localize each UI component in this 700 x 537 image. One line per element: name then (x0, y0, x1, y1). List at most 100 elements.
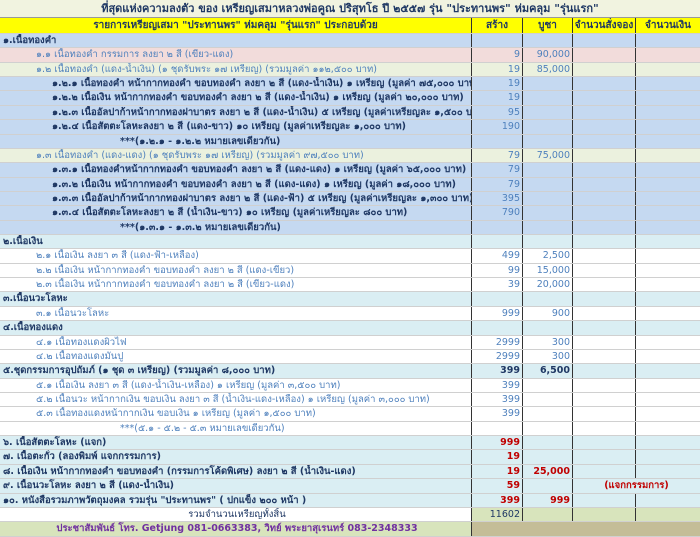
order-qty-cell[interactable] (573, 206, 636, 220)
order-qty-cell[interactable] (573, 436, 636, 450)
create-count: 79 (472, 177, 523, 191)
amount-cell[interactable] (636, 450, 700, 463)
order-qty-cell[interactable] (573, 120, 636, 134)
amount-cell[interactable] (636, 221, 700, 234)
amount-cell[interactable] (636, 235, 700, 248)
total-amount-cell[interactable] (636, 507, 700, 522)
order-qty-cell[interactable] (573, 450, 636, 464)
amount-cell[interactable] (636, 436, 700, 449)
amount-cell[interactable] (636, 178, 700, 191)
order-qty-cell[interactable] (573, 493, 636, 507)
order-qty-cell[interactable] (573, 278, 636, 292)
amount-cell[interactable] (636, 407, 700, 420)
price (523, 105, 573, 120)
table-row: ๑.๒.๔ เนื้อสัตตะโลหะลงยา ๒ สี (แดง-ขาว) … (0, 120, 700, 135)
order-qty-cell[interactable] (573, 191, 636, 206)
order-qty-cell[interactable] (573, 392, 636, 407)
price: 20,000 (523, 278, 573, 292)
item-label: ๒.๑ เนื้อเงิน ลงยา ๓ สี (แดง-ฟ้า-เหลือง) (0, 249, 472, 263)
amount-cell[interactable] (636, 149, 700, 162)
order-qty-cell[interactable] (573, 306, 636, 321)
order-qty-cell[interactable] (573, 34, 636, 48)
amount-cell[interactable] (636, 350, 700, 363)
create-count: 399 (472, 392, 523, 407)
order-qty-cell[interactable] (573, 48, 636, 62)
order-qty-cell[interactable] (573, 91, 636, 105)
total-value: 11602 (472, 507, 523, 522)
amount-cell[interactable] (636, 91, 700, 104)
order-qty-cell[interactable] (573, 464, 636, 479)
note: (แจกกรรมการ) (604, 480, 669, 492)
create-count (472, 421, 523, 436)
table-row: ๔.๑ เนื้อทองแดงผิวไฟ 2999 300 (0, 335, 700, 350)
order-qty-cell[interactable] (573, 364, 636, 378)
amount-cell[interactable] (636, 264, 700, 277)
order-qty-cell[interactable] (573, 62, 636, 77)
amount-cell[interactable] (636, 192, 700, 205)
order-qty-cell[interactable] (573, 148, 636, 163)
order-qty-cell[interactable] (573, 263, 636, 278)
create-count (472, 321, 523, 335)
table-row: ๓.เนื้อนวะโลหะ (0, 292, 700, 307)
table-row: ๑.๒ เนื้อทองคำ (แดง-น้ำเงิน) (๑ ชุดรับพร… (0, 62, 700, 78)
amount-cell[interactable] (636, 321, 700, 334)
amount-cell[interactable] (636, 292, 700, 305)
price: 900 (523, 306, 573, 321)
amount-cell[interactable] (636, 278, 700, 291)
order-qty-cell[interactable] (573, 220, 636, 235)
table-row: ***(๕.๑ - ๕.๒ - ๕.๓ หมายเลขเดียวกัน) (0, 421, 700, 437)
order-qty-cell[interactable] (573, 177, 636, 191)
table-row: ***(๑.๓.๑ - ๑.๓.๒ หมายเลขเดียวกัน) (0, 220, 700, 236)
amount-cell[interactable] (636, 163, 700, 176)
item-label: ๑.๒.๔ เนื้อสัตตะโลหะลงยา ๒ สี (แดง-ขาว) … (0, 120, 472, 134)
order-qty-cell[interactable] (573, 335, 636, 349)
order-qty-cell[interactable] (573, 349, 636, 364)
price (523, 321, 573, 335)
order-qty-cell[interactable] (573, 378, 636, 392)
price (523, 450, 573, 464)
order-qty-cell[interactable] (573, 292, 636, 306)
amount-cell[interactable] (636, 465, 700, 478)
amount-cell[interactable] (636, 34, 700, 47)
amount-cell[interactable] (636, 48, 700, 61)
amount-cell[interactable] (636, 364, 700, 377)
price (523, 206, 573, 220)
price (523, 392, 573, 407)
order-qty-cell[interactable] (573, 235, 636, 249)
item-label: ๔.เนื้อทองแดง (0, 321, 472, 335)
table-row: ๑.๒.๒ เนื้อเงิน หน้ากากทองคำ ขอบทองคำ ลง… (0, 91, 700, 106)
price (523, 436, 573, 450)
order-qty-cell[interactable] (573, 249, 636, 263)
price: 90,000 (523, 48, 573, 62)
amount-cell[interactable] (636, 77, 700, 90)
total-order-cell[interactable] (573, 507, 636, 522)
amount-cell[interactable] (636, 379, 700, 392)
price (523, 120, 573, 134)
order-qty-cell[interactable] (573, 105, 636, 120)
order-qty-cell[interactable] (573, 321, 636, 335)
amount-cell[interactable] (636, 135, 700, 148)
create-count: 399 (472, 407, 523, 421)
amount-cell[interactable] (636, 106, 700, 119)
price: 300 (523, 349, 573, 364)
order-qty-cell[interactable] (573, 421, 636, 436)
amount-cell[interactable] (636, 393, 700, 406)
order-qty-cell[interactable] (573, 407, 636, 421)
amount-cell[interactable] (636, 249, 700, 262)
order-qty-cell[interactable] (573, 134, 636, 148)
order-qty-cell[interactable] (573, 77, 636, 91)
item-label: ๙. เนื้อนวะโลหะ ลงยา ๒ สี (แดง-น้ำเงิน) (0, 479, 472, 493)
item-label: ๕.๑ เนื้อเงิน ลงยา ๓ สี (แดง-น้ำเงิน-เหล… (0, 378, 472, 392)
amount-cell[interactable] (636, 206, 700, 219)
create-count: 19 (472, 450, 523, 464)
amount-cell[interactable] (636, 422, 700, 435)
amount-cell[interactable] (636, 120, 700, 133)
amount-cell[interactable] (636, 63, 700, 76)
amount-cell[interactable] (636, 307, 700, 320)
create-count: 190 (472, 120, 523, 134)
amount-cell[interactable] (636, 494, 700, 507)
create-count: 19 (472, 62, 523, 77)
footer-fill (472, 522, 700, 536)
order-qty-cell[interactable] (573, 163, 636, 177)
amount-cell[interactable] (636, 336, 700, 349)
